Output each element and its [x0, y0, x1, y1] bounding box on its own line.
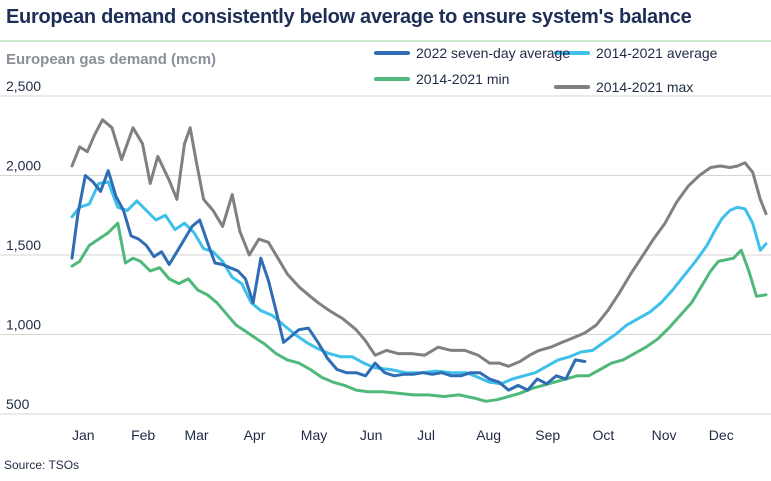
x-axis-ticks: Jan Feb Mar Apr May Jun Jul Aug Sep Oct Nov Dec	[72, 427, 734, 443]
x-tick-label: Oct	[593, 427, 615, 443]
legend-label: 2022 seven-day average	[416, 45, 570, 61]
y-tick-label: 500	[6, 396, 30, 412]
x-tick-label: Dec	[709, 427, 734, 443]
series-line-max	[70, 118, 768, 368]
x-tick-label: Apr	[244, 427, 266, 443]
series-lines	[70, 118, 768, 403]
x-tick-label: Jan	[72, 427, 95, 443]
y-axis-ticks: 2,500 2,000 1,500 1,000 500	[6, 78, 41, 412]
legend: 2014-2021 max 2014-2021 average 2014-2021 …	[374, 45, 718, 95]
series-line-avg	[70, 180, 768, 386]
x-tick-label: Jun	[360, 427, 383, 443]
source-note: Source: TSOs	[4, 458, 80, 472]
y-tick-label: 2,500	[6, 78, 41, 94]
x-tick-label: Sep	[535, 427, 560, 443]
x-tick-label: Feb	[131, 427, 155, 443]
chart-title: European demand consistently below avera…	[6, 6, 692, 28]
x-tick-label: Nov	[652, 427, 677, 443]
x-tick-label: Jul	[417, 427, 435, 443]
x-tick-label: Aug	[476, 427, 501, 443]
series-line-2022	[70, 169, 587, 392]
title-divider	[0, 40, 771, 42]
x-tick-label: Mar	[184, 427, 208, 443]
y-tick-label: 1,000	[6, 317, 41, 333]
y-tick-label: 2,000	[6, 158, 41, 174]
legend-label: 2014-2021 min	[416, 71, 509, 87]
legend-label: 2014-2021 average	[596, 45, 718, 61]
legend-label: 2014-2021 max	[596, 79, 693, 95]
x-tick-label: May	[301, 427, 327, 443]
series-line-min	[70, 221, 768, 403]
y-axis-label: European gas demand (mcm)	[6, 51, 217, 68]
y-tick-label: 1,500	[6, 237, 41, 253]
